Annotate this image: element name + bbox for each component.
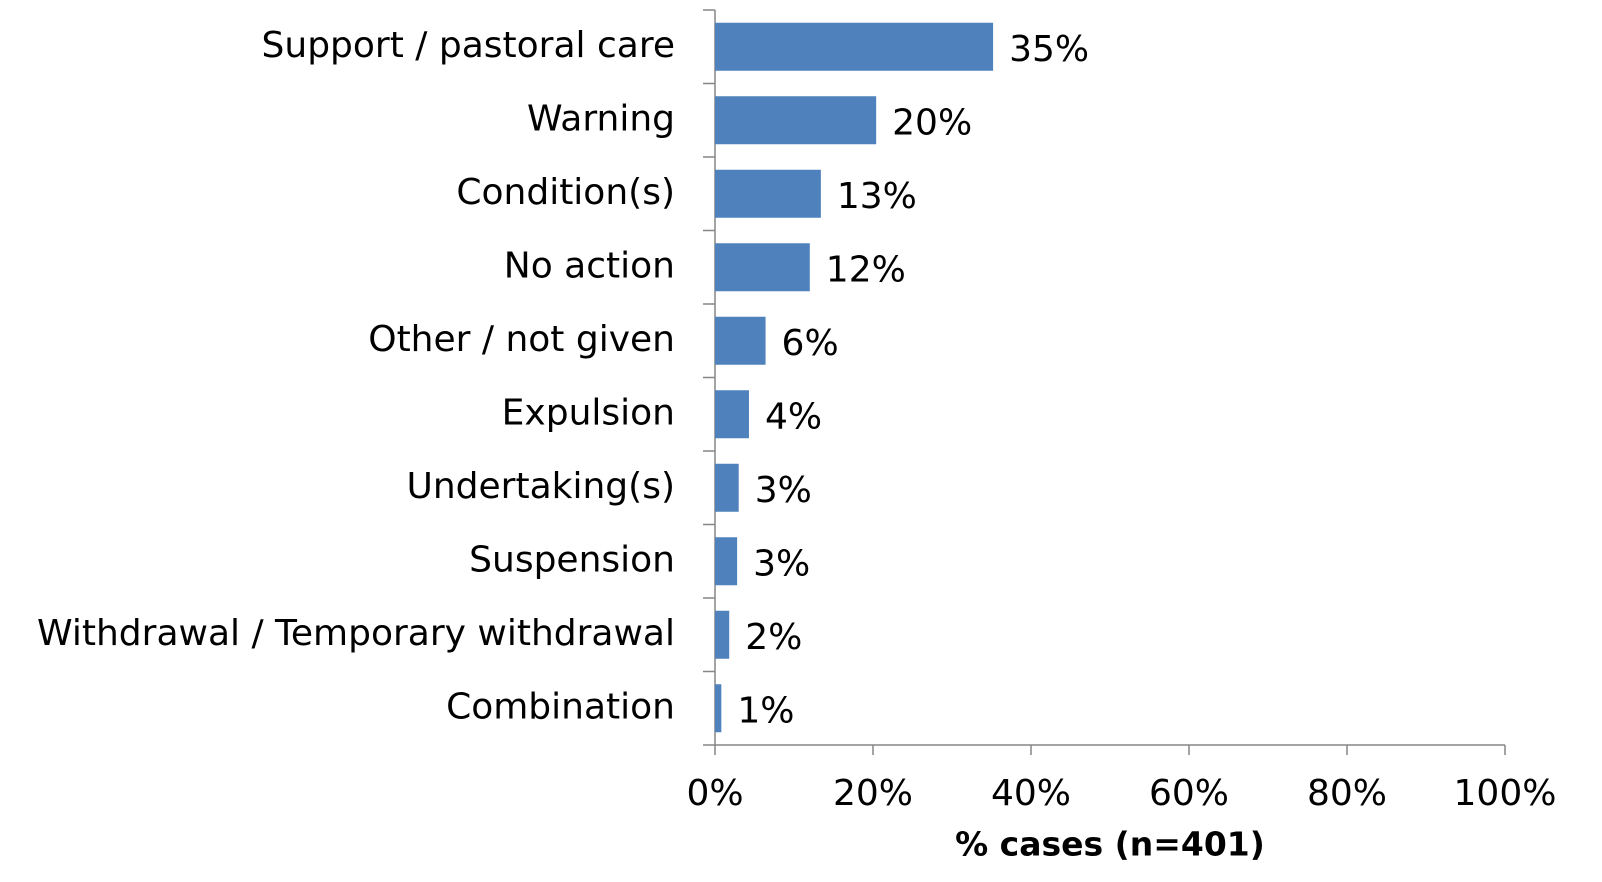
y-tick-label: Combination bbox=[446, 686, 675, 727]
y-tick-label: Warning bbox=[527, 98, 675, 139]
bar bbox=[715, 684, 722, 733]
value-label: 2% bbox=[745, 617, 802, 658]
value-label: 1% bbox=[737, 690, 794, 731]
y-tick-label: Condition(s) bbox=[456, 172, 675, 213]
x-tick-label: 80% bbox=[1307, 773, 1387, 814]
value-label: 3% bbox=[755, 470, 812, 511]
x-tick-label: 0% bbox=[686, 773, 743, 814]
bar bbox=[715, 537, 738, 586]
value-label: 12% bbox=[826, 249, 906, 290]
value-label: 13% bbox=[837, 176, 917, 217]
y-tick-label: Support / pastoral care bbox=[262, 25, 675, 66]
value-label: 4% bbox=[765, 396, 822, 437]
bar bbox=[715, 243, 810, 292]
y-tick-label: Withdrawal / Temporary withdrawal bbox=[37, 613, 675, 654]
y-tick-label: Expulsion bbox=[502, 392, 675, 433]
x-tick-label: 60% bbox=[1149, 773, 1229, 814]
y-tick-label: Other / not given bbox=[368, 319, 675, 360]
bar bbox=[715, 22, 994, 71]
bar bbox=[715, 169, 821, 218]
y-tick-label: Undertaking(s) bbox=[406, 466, 675, 507]
value-label: 35% bbox=[1009, 29, 1089, 70]
bar bbox=[715, 390, 749, 439]
bar bbox=[715, 96, 877, 145]
x-tick-label: 20% bbox=[833, 773, 913, 814]
bar bbox=[715, 610, 730, 659]
x-axis-title: % cases (n=401) bbox=[955, 825, 1265, 864]
value-label: 20% bbox=[892, 102, 972, 143]
value-label: 3% bbox=[753, 543, 810, 584]
y-tick-label: Suspension bbox=[469, 539, 675, 580]
value-label: 6% bbox=[782, 323, 839, 364]
x-tick-label: 100% bbox=[1454, 773, 1557, 814]
y-tick-label: No action bbox=[504, 245, 675, 286]
x-tick-label: 40% bbox=[991, 773, 1071, 814]
bar bbox=[715, 316, 766, 365]
bar bbox=[715, 463, 739, 512]
